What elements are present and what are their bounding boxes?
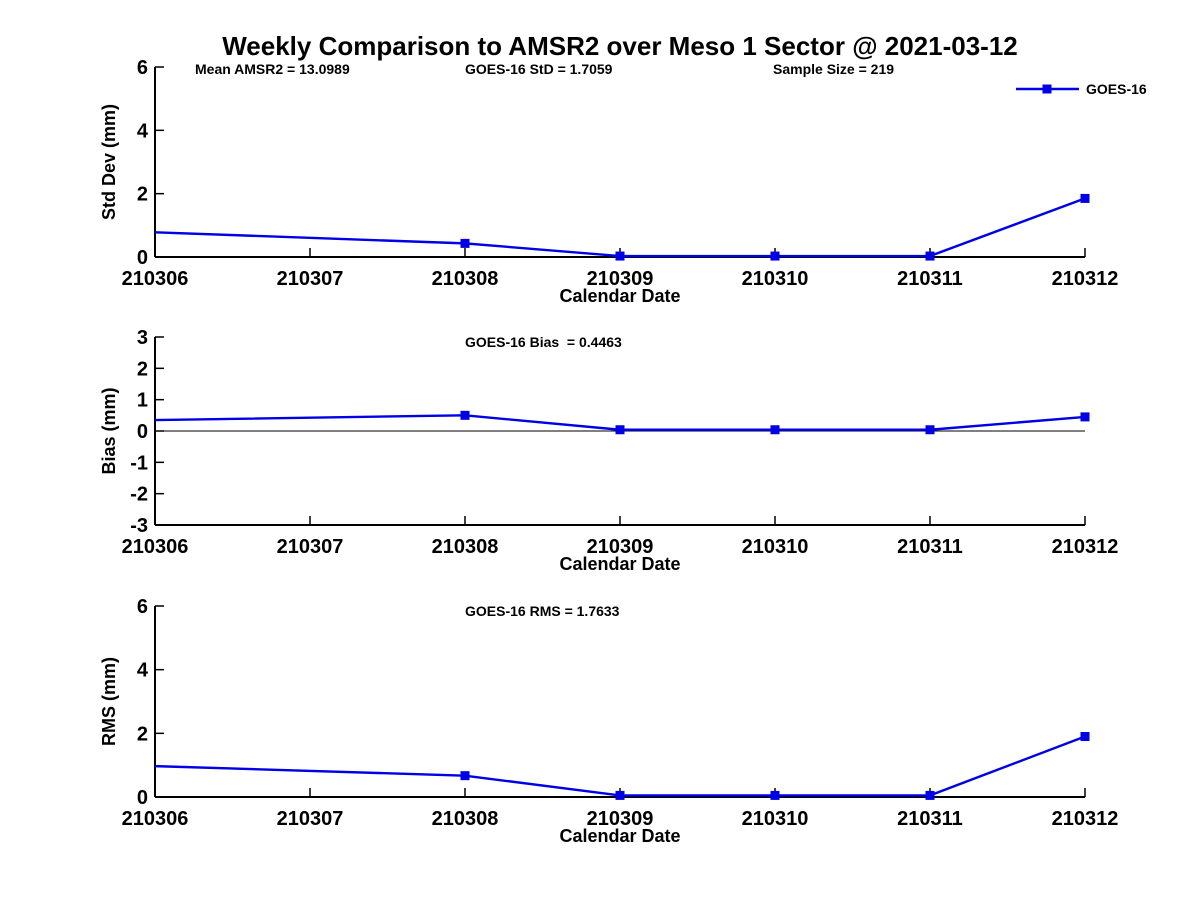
data-point-marker bbox=[925, 790, 935, 800]
x-tick-label: 210312 bbox=[1052, 536, 1119, 558]
x-tick-label: 210309 bbox=[587, 808, 654, 830]
data-point-marker bbox=[1080, 732, 1090, 742]
x-tick-label: 210310 bbox=[742, 536, 809, 558]
data-point-marker bbox=[460, 238, 470, 248]
subplot-bias: -3 -2 -1 0 1 2 3 210306 210307 210308 210309 210310… bbox=[99, 327, 1118, 574]
x-tick-label: 210309 bbox=[587, 268, 654, 290]
x-tick-label: 210312 bbox=[1052, 268, 1119, 290]
y-tick-label: -2 bbox=[130, 484, 148, 506]
x-tick-label: 210310 bbox=[742, 808, 809, 830]
y-tick-label: 2 bbox=[137, 184, 148, 206]
y-tick-label: 4 bbox=[137, 120, 149, 142]
x-tick-label: 210311 bbox=[897, 808, 963, 830]
stat-annotation: Mean AMSR2 = 13.0989 bbox=[195, 61, 350, 77]
legend-marker bbox=[1042, 84, 1052, 94]
series-line bbox=[154, 735, 1086, 797]
subplot-std-dev: 0 2 4 6 210306 210307 210308 210309 210310 210311… bbox=[99, 57, 1147, 306]
x-tick-label: 210306 bbox=[122, 536, 189, 558]
x-tick-label: 210306 bbox=[122, 808, 189, 830]
x-tick-label: 210312 bbox=[1052, 808, 1119, 830]
x-tick-label: 210307 bbox=[277, 536, 344, 558]
x-axis-label: Calendar Date bbox=[559, 554, 680, 574]
x-tick-label: 210309 bbox=[587, 536, 654, 558]
x-tick-label: 210307 bbox=[277, 808, 344, 830]
data-point-marker bbox=[770, 425, 780, 435]
stat-annotation: GOES-16 Bias = 0.4463 bbox=[465, 334, 622, 350]
data-point-marker bbox=[615, 790, 625, 800]
y-tick-label: 0 bbox=[137, 247, 148, 269]
x-tick-label: 210306 bbox=[122, 268, 189, 290]
subplot-rms: 0 2 4 6 210306 210307 210308 210309 210310 210311… bbox=[99, 596, 1118, 846]
data-point-marker bbox=[1080, 193, 1090, 203]
data-point-marker bbox=[615, 425, 625, 435]
stat-annotation: GOES-16 RMS = 1.7633 bbox=[465, 603, 620, 619]
y-tick-label: 1 bbox=[137, 390, 148, 412]
series-line bbox=[154, 197, 1086, 258]
y-tick-label: 2 bbox=[137, 723, 148, 745]
y-tick-label: -1 bbox=[130, 452, 148, 474]
y-axis-label: Std Dev (mm) bbox=[99, 104, 119, 220]
y-tick-label: 6 bbox=[137, 57, 148, 79]
legend: GOES-16 bbox=[1016, 81, 1147, 97]
data-point-marker bbox=[460, 771, 470, 781]
data-point-marker bbox=[770, 790, 780, 800]
y-tick-label: 2 bbox=[137, 358, 148, 380]
x-axis-label: Calendar Date bbox=[559, 286, 680, 306]
stat-annotation: Sample Size = 219 bbox=[773, 61, 894, 77]
legend-label: GOES-16 bbox=[1086, 81, 1147, 97]
data-point-marker bbox=[615, 251, 625, 261]
data-point-marker bbox=[925, 425, 935, 435]
data-point-marker bbox=[1080, 412, 1090, 422]
data-point-marker bbox=[770, 251, 780, 261]
x-tick-label: 210311 bbox=[897, 536, 963, 558]
chart-title: Weekly Comparison to AMSR2 over Meso 1 S… bbox=[222, 31, 1018, 61]
stat-annotation: GOES-16 StD = 1.7059 bbox=[465, 61, 613, 77]
y-tick-label: 3 bbox=[137, 327, 148, 349]
series-line bbox=[154, 414, 1086, 431]
y-tick-label: 0 bbox=[137, 421, 148, 443]
y-axis-label: RMS (mm) bbox=[99, 657, 119, 746]
x-tick-label: 210308 bbox=[432, 808, 499, 830]
y-tick-label: 4 bbox=[137, 660, 149, 682]
x-tick-label: 210308 bbox=[432, 268, 499, 290]
y-tick-label: 6 bbox=[137, 596, 148, 618]
y-tick-label: 0 bbox=[137, 787, 148, 809]
y-tick-label: -3 bbox=[130, 515, 148, 537]
x-tick-label: 210308 bbox=[432, 536, 499, 558]
y-axis-label: Bias (mm) bbox=[99, 387, 119, 474]
x-tick-label: 210310 bbox=[742, 268, 809, 290]
x-axis-label: Calendar Date bbox=[559, 826, 680, 846]
x-tick-label: 210307 bbox=[277, 268, 344, 290]
data-point-marker bbox=[460, 410, 470, 420]
data-point-marker bbox=[925, 251, 935, 261]
x-tick-label: 210311 bbox=[897, 268, 963, 290]
